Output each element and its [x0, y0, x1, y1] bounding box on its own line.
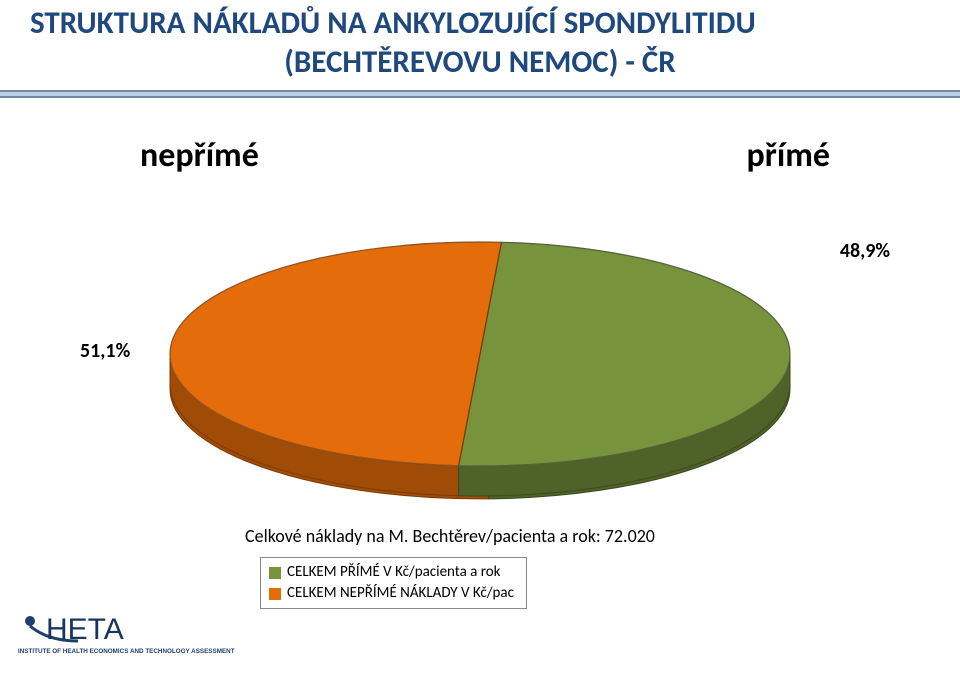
label-prime: přímé — [747, 135, 830, 176]
title-underline — [0, 90, 960, 101]
legend-item-neprime: CELKEM NEPŘÍMÉ NÁKLADY V Kč/pac — [269, 583, 514, 604]
title-line-1: STRUKTURA NÁKLADŮ NA ANKYLOZUJÍCÍ SPONDY… — [30, 4, 930, 43]
logo-dot-icon — [25, 616, 35, 626]
slide-title: STRUKTURA NÁKLADŮ NA ANKYLOZUJÍCÍ SPONDY… — [30, 4, 930, 82]
heta-logo: HETA INSTITUTE OF HEALTH ECONOMICS AND T… — [18, 607, 258, 662]
percent-label-neprime: 51,1% — [80, 339, 130, 363]
title-line-2: (BECHTĚREVOVU NEMOC) - ČR — [30, 43, 930, 82]
legend-swatch-neprime — [269, 588, 281, 600]
legend: CELKEM PŘÍMÉ V Kč/pacienta a rok CELKEM … — [260, 557, 527, 609]
label-neprime: nepřímé — [140, 135, 259, 176]
legend-item-prime: CELKEM PŘÍMÉ V Kč/pacienta a rok — [269, 562, 514, 583]
pie-svg-main — [30, 184, 930, 504]
chart-caption: Celkové náklady na M. Bechtěrev/pacienta… — [0, 525, 900, 547]
pie-chart: nepřímé přímé — [30, 135, 930, 504]
legend-swatch-prime — [269, 567, 281, 579]
legend-label-neprime: CELKEM NEPŘÍMÉ NÁKLADY V Kč/pac — [287, 583, 514, 604]
percent-label-prime: 48,9% — [840, 239, 890, 263]
logo-text: HETA — [46, 613, 124, 646]
logo-subtitle: INSTITUTE OF HEALTH ECONOMICS AND TECHNO… — [18, 648, 235, 655]
pie-area: 48,9% 51,1% — [30, 184, 930, 504]
chart-top-labels: nepřímé přímé — [30, 135, 930, 176]
legend-label-prime: CELKEM PŘÍMÉ V Kč/pacienta a rok — [287, 562, 500, 583]
